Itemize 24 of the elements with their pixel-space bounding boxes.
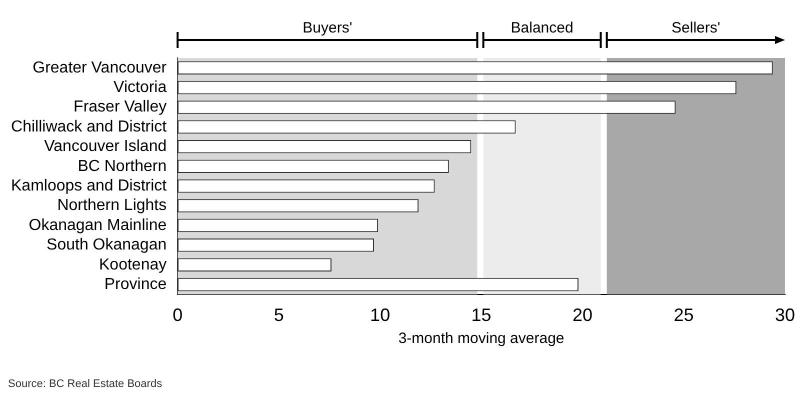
x-tick-label: 20	[572, 305, 593, 326]
x-tick-label: 0	[172, 305, 183, 326]
y-tick-label: South Okanagan	[46, 236, 167, 254]
y-tick-label: Province	[104, 276, 167, 293]
band-label: Buyers'	[302, 20, 352, 37]
source-note: Source: BC Real Estate Boards	[8, 378, 162, 390]
x-tick-label: 25	[674, 305, 694, 326]
x-tick-label: 5	[274, 305, 284, 326]
y-tick-label: BC Northern	[78, 158, 167, 175]
y-tick-label: Chilliwack and District	[11, 118, 168, 136]
x-axis-title: 3-month moving average	[398, 330, 564, 348]
x-tick-label: 30	[774, 305, 796, 326]
y-tick-label: Northern Lights	[57, 197, 167, 214]
x-tick-label: 10	[370, 305, 390, 326]
band-label: Sellers'	[672, 20, 720, 37]
y-tick-label: Greater Vancouver	[32, 59, 168, 76]
y-tick-label: Kamloops and District	[10, 177, 168, 194]
band-label: Balanced	[510, 20, 574, 37]
y-tick-label: Kootenay	[99, 256, 167, 274]
y-tick-label: Vancouver Island	[44, 138, 167, 156]
y-tick-label: Okanagan Mainline	[28, 216, 167, 234]
y-tick-label: Fraser Valley	[74, 98, 167, 116]
y-tick-label: Victoria	[114, 78, 167, 96]
x-tick-label: 15	[471, 305, 492, 326]
